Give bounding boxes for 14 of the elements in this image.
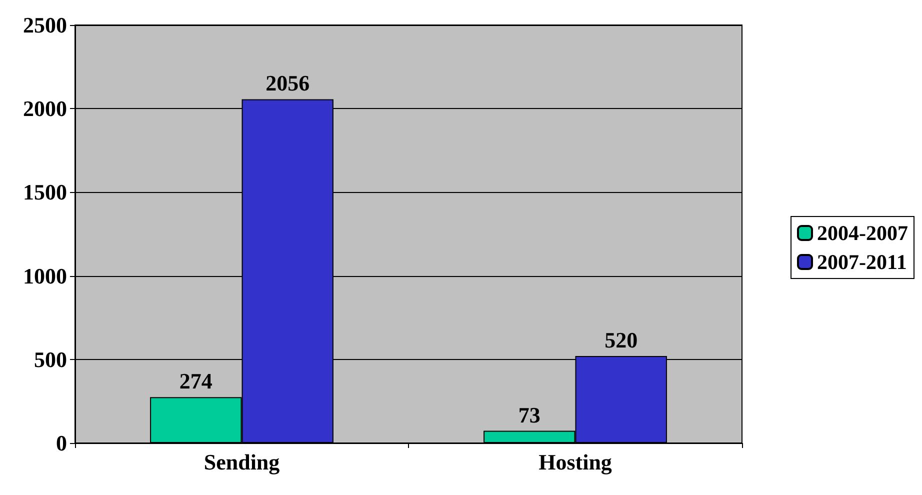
y-tick-label: 2500 (23, 12, 67, 38)
y-tick-label: 2000 (23, 96, 67, 122)
data-label: 274 (179, 368, 212, 394)
data-label: 73 (518, 402, 540, 428)
legend-label: 2007-2011 (817, 250, 907, 274)
y-tick-label: 1500 (23, 180, 67, 205)
data-label: 520 (604, 328, 638, 353)
x-tick-label: Sending (204, 450, 280, 474)
legend-label: 2004-2007 (817, 221, 908, 245)
x-tick-label: Hosting (538, 450, 612, 474)
y-tick-label: 1000 (23, 263, 67, 288)
y-tick-label: 500 (34, 346, 67, 372)
y-tick-label: 0 (56, 430, 67, 456)
data-label: 2056 (266, 70, 310, 96)
